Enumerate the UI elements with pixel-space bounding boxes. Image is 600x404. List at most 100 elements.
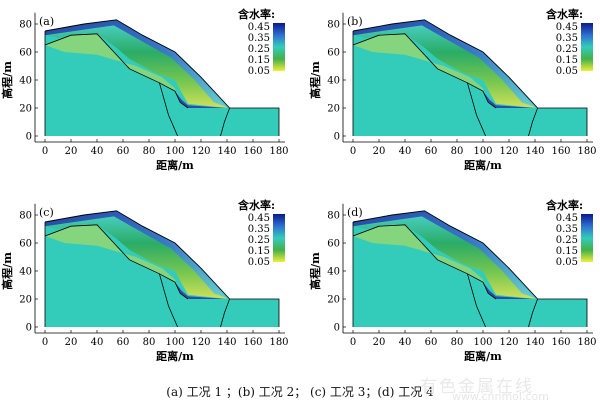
x-axis-label: 距离/m <box>156 349 194 363</box>
legend-tick-label: 0.05 <box>556 257 578 268</box>
right-boundary <box>229 107 280 136</box>
infiltration-band <box>45 33 181 103</box>
x-tick-label: 180 <box>577 337 596 348</box>
slope-surface-line <box>44 210 230 300</box>
infiltration-band <box>353 224 489 294</box>
x-axis-label: 距离/m <box>464 158 502 172</box>
panel-label: (a) <box>39 15 54 28</box>
x-tick-label: 100 <box>473 146 492 157</box>
legend-tick-label: 0.25 <box>248 44 270 55</box>
sliding-surface-line <box>352 33 497 109</box>
rear-crack-line <box>159 82 178 137</box>
x-tick-label: 20 <box>373 146 386 157</box>
x-tick-label: 100 <box>165 337 184 348</box>
y-tick-label: 0 <box>26 132 32 143</box>
x-tick-label: 160 <box>551 146 570 157</box>
y-tick-label: 0 <box>334 132 340 143</box>
legend-tick-label: 0.25 <box>556 44 578 55</box>
y-tick-label: 20 <box>19 104 32 115</box>
x-tick-label: 140 <box>217 146 236 157</box>
front-boundary-line <box>528 107 538 137</box>
right-boundary <box>537 107 588 136</box>
legend-tick-label: 0.05 <box>556 66 578 77</box>
y-axis-label: 高程/m <box>0 61 14 99</box>
x-tick-label: 0 <box>350 337 356 348</box>
legend-tick-label: 0.15 <box>556 246 578 257</box>
legend-colorbar <box>273 23 285 71</box>
watermark-url: www.cnnmol.com <box>452 390 549 403</box>
x-tick-label: 40 <box>399 146 412 157</box>
slope-surface-line <box>352 19 538 109</box>
legend-tick-label: 0.15 <box>248 246 270 257</box>
x-tick-label: 40 <box>399 337 412 348</box>
y-tick-label: 40 <box>327 76 340 87</box>
panel-label: (c) <box>39 206 54 219</box>
legend-tick-label: 0.45 <box>556 22 578 33</box>
wet-zone <box>45 213 227 299</box>
x-tick-label: 20 <box>65 146 78 157</box>
front-boundary-line <box>220 107 230 137</box>
legend-tick-label: 0.35 <box>248 224 270 235</box>
x-tick-label: 180 <box>269 337 288 348</box>
x-tick-label: 160 <box>551 337 570 348</box>
sliding-surface-line <box>44 33 189 109</box>
x-tick-label: 60 <box>425 337 438 348</box>
y-tick-label: 40 <box>19 76 32 87</box>
saturated-skin <box>45 210 230 299</box>
x-tick-label: 60 <box>117 337 130 348</box>
x-tick-label: 140 <box>525 146 544 157</box>
x-tick-label: 120 <box>191 337 210 348</box>
x-tick-label: 140 <box>217 337 236 348</box>
legend-tick-label: 0.15 <box>556 55 578 66</box>
y-axis-label: 高程/m <box>0 252 14 290</box>
watermark-text: 有色金属在线 <box>420 377 534 397</box>
x-axis-label: 距离/m <box>156 158 194 172</box>
y-axis-label: 高程/m <box>308 61 322 99</box>
rear-crack-line <box>467 82 486 137</box>
y-tick-label: 80 <box>19 211 32 222</box>
x-tick-label: 20 <box>373 337 386 348</box>
figure-caption: (a) 工况 1 ；(b) 工况 2； (c) 工况 3；(d) 工况 4 <box>166 385 434 399</box>
y-tick-label: 0 <box>334 323 340 334</box>
x-tick-label: 160 <box>243 146 262 157</box>
infiltration-band <box>45 224 181 294</box>
x-tick-label: 120 <box>499 146 518 157</box>
saturated-skin <box>353 210 538 299</box>
legend-tick-label: 0.35 <box>556 224 578 235</box>
x-tick-label: 160 <box>243 337 262 348</box>
x-tick-label: 100 <box>165 146 184 157</box>
sliding-surface-line <box>352 224 497 300</box>
legend-title: 含水率: <box>545 198 583 212</box>
x-tick-label: 140 <box>525 337 544 348</box>
legend-title: 含水率: <box>545 7 583 21</box>
wet-zone <box>45 22 227 109</box>
y-tick-label: 20 <box>19 295 32 306</box>
wet-zone <box>353 213 535 299</box>
right-boundary <box>537 298 588 327</box>
legend-tick-label: 0.05 <box>248 257 270 268</box>
x-tick-label: 120 <box>191 146 210 157</box>
legend-tick-label: 0.35 <box>556 33 578 44</box>
right-boundary <box>229 298 280 327</box>
y-tick-label: 80 <box>327 20 340 31</box>
legend-tick-label: 0.45 <box>248 22 270 33</box>
slope-surface-line <box>44 19 230 109</box>
infiltration-band <box>353 33 489 103</box>
y-tick-label: 60 <box>19 239 32 250</box>
saturated-skin <box>45 19 230 108</box>
x-tick-label: 40 <box>91 337 104 348</box>
legend-tick-label: 0.45 <box>556 213 578 224</box>
front-boundary-line <box>220 298 230 328</box>
legend-tick-label: 0.15 <box>248 55 270 66</box>
legend-colorbar <box>273 214 285 262</box>
legend-tick-label: 0.35 <box>248 33 270 44</box>
legend-title: 含水率: <box>237 198 275 212</box>
x-tick-label: 60 <box>425 146 438 157</box>
front-boundary-line <box>528 298 538 328</box>
y-tick-label: 20 <box>327 104 340 115</box>
y-tick-label: 40 <box>19 267 32 278</box>
x-tick-label: 0 <box>350 146 356 157</box>
slope-panel-1: 0 20 40 60 80 100 120 140 160 180020406080距离/m高程/… <box>0 7 289 172</box>
slope-surface-line <box>352 210 538 300</box>
